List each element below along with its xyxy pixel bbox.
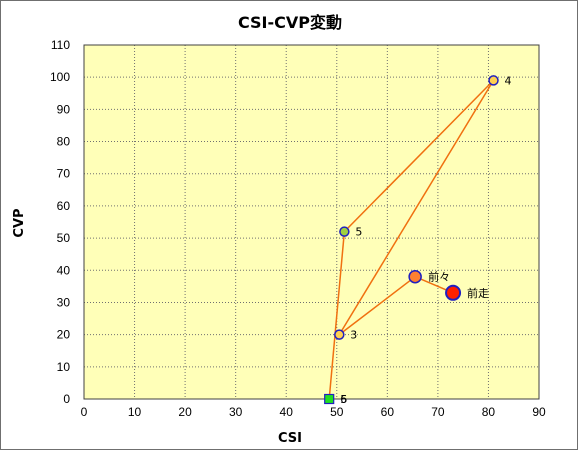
grid-lines (84, 45, 539, 399)
x-tick-label: 80 (482, 405, 496, 419)
y-tick-label: 60 (57, 199, 71, 213)
series-segment (338, 276, 416, 336)
y-axis-ticks: 0 10 20 30 40 50 60 70 80 90 100 110 (50, 38, 70, 406)
data-point (324, 393, 335, 405)
x-tick-label: 60 (381, 405, 395, 419)
chart-title: CSI-CVP変動 (238, 13, 342, 32)
data-point (334, 329, 345, 340)
plot-border (83, 44, 540, 400)
data-point (408, 269, 422, 284)
data-point (445, 284, 462, 301)
y-tick-label: 40 (57, 263, 71, 277)
y-tick-label: 80 (57, 135, 71, 149)
x-tick-label: 10 (128, 405, 142, 419)
point-label: 前々 (428, 270, 450, 284)
x-axis-ticks: 0 10 20 30 40 50 60 70 80 90 (81, 405, 546, 419)
y-tick-label: 100 (50, 70, 70, 84)
point-label: 3 (350, 329, 357, 342)
series-segment (338, 80, 495, 336)
data-point (488, 75, 499, 86)
y-tick-label: 110 (51, 38, 70, 52)
y-tick-label: 90 (57, 102, 71, 116)
x-tick-label: 0 (81, 405, 88, 419)
point-label: 6 (340, 393, 347, 406)
series-points (324, 75, 499, 405)
x-tick-label: 70 (431, 405, 445, 419)
y-tick-label: 20 (57, 328, 71, 342)
y-tick-label: 50 (57, 231, 71, 245)
point-label: 4 (505, 74, 512, 87)
series-segment (343, 79, 495, 233)
y-tick-label: 0 (63, 392, 70, 406)
y-axis-label: CVP (12, 208, 27, 237)
y-tick-label: 70 (57, 167, 71, 181)
point-label: 5 (355, 226, 362, 239)
plot-area (84, 45, 539, 399)
x-tick-label: 20 (178, 405, 192, 419)
x-tick-label: 30 (229, 405, 243, 419)
x-tick-label: 50 (330, 405, 344, 419)
x-axis-label: CSI (278, 431, 302, 446)
y-tick-label: 30 (57, 295, 71, 309)
series-segment (328, 231, 346, 400)
data-point (339, 226, 350, 237)
y-tick-label: 10 (57, 360, 71, 374)
point-label: 前走 (467, 286, 489, 300)
x-tick-label: 40 (280, 405, 294, 419)
point-label-overlap: 5 (340, 393, 347, 406)
x-tick-label: 90 (532, 405, 546, 419)
